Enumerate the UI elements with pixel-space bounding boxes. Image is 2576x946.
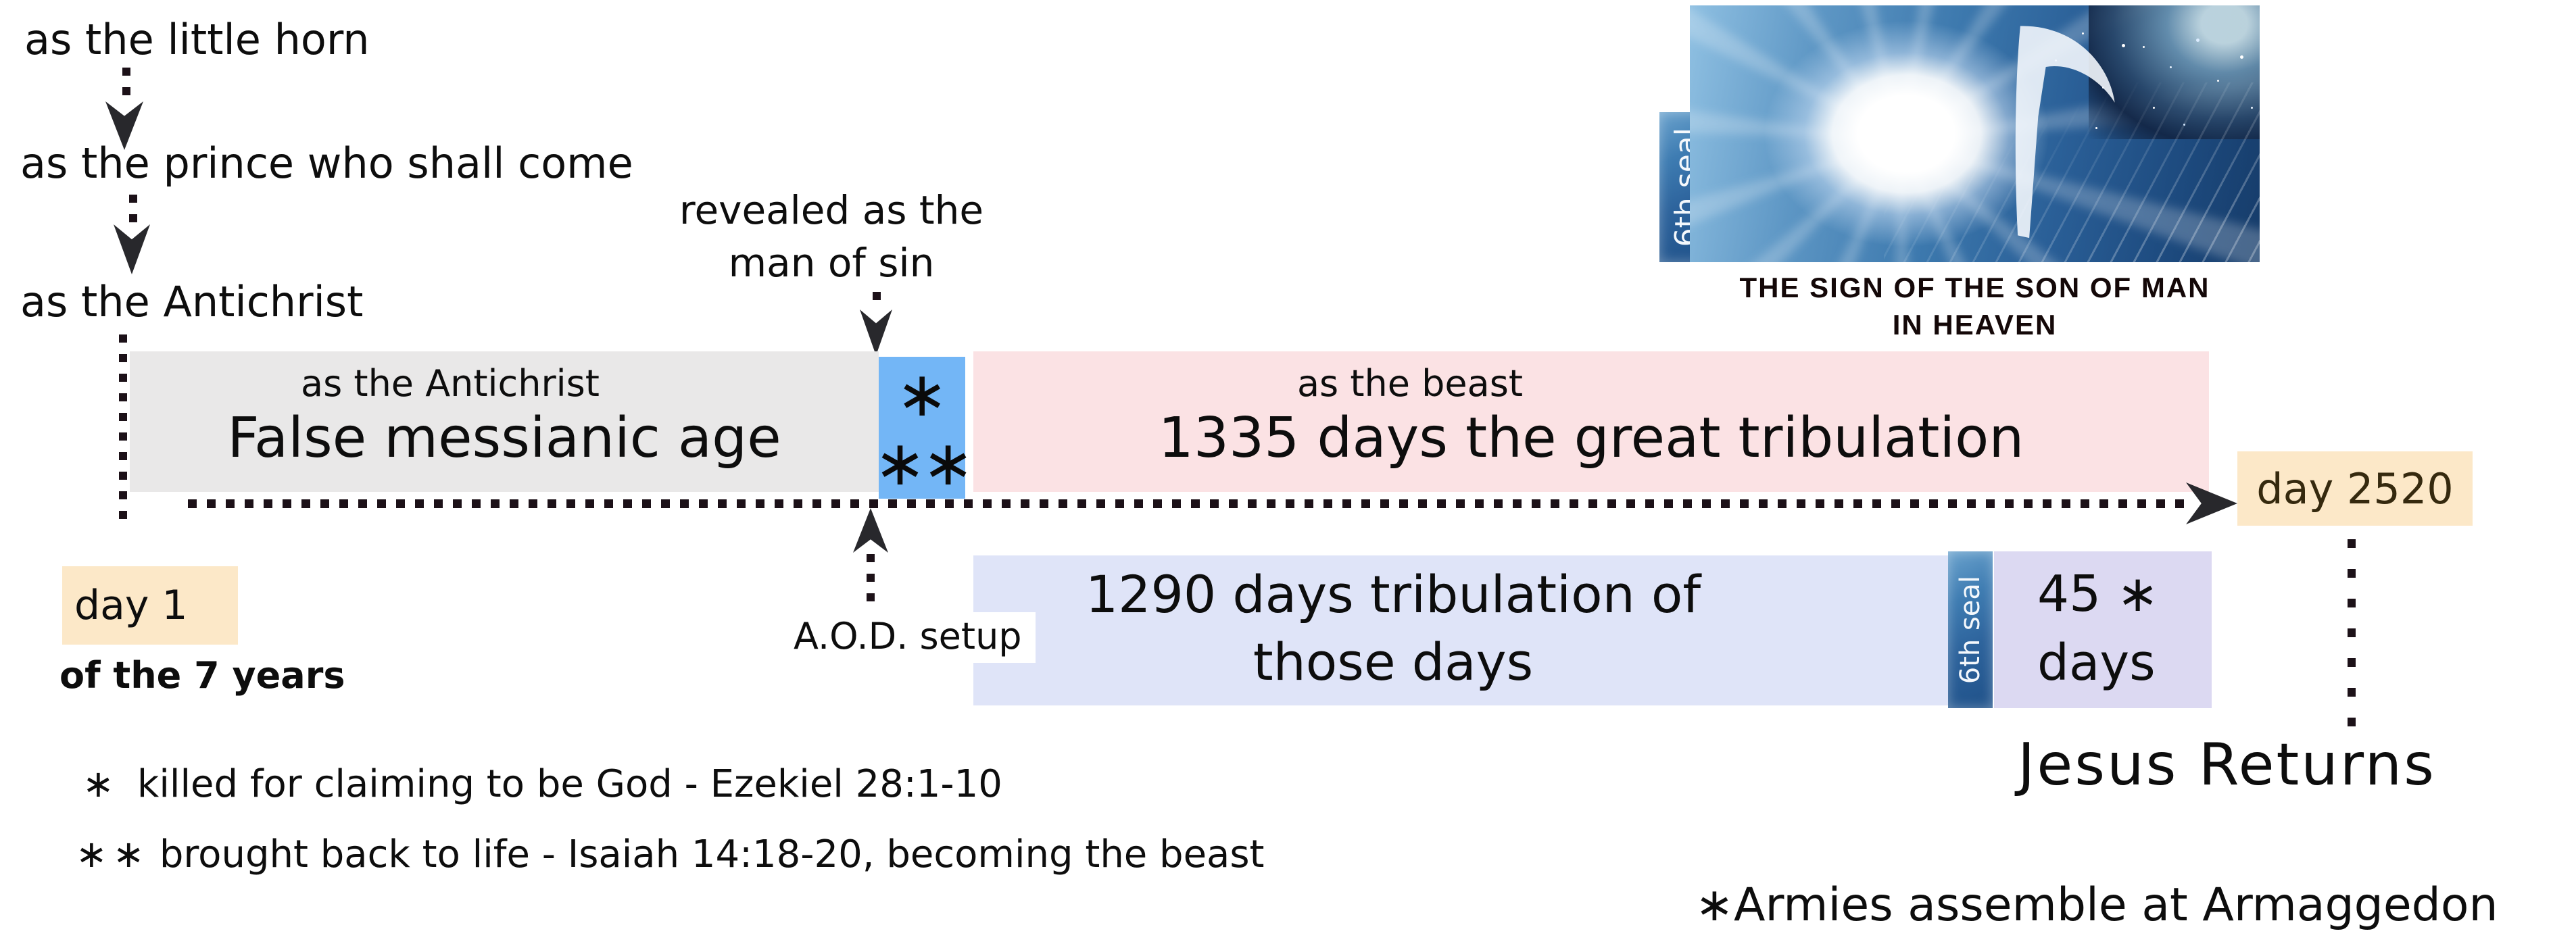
day1-label: day 1 — [74, 582, 188, 629]
marker-day-2520: day 2520 — [2237, 451, 2473, 526]
period-1290-days: 1290 days tribulation of those days — [973, 555, 1948, 705]
star-streaks-decor — [1883, 82, 2260, 262]
gray-box-line2: False messianic age — [227, 406, 781, 470]
period-great-tribulation: as the beast 1335 days the great tribula… — [973, 351, 2209, 492]
stars-decor — [2082, 32, 2084, 34]
period-false-messianic-age: as the Antichrist False messianic age — [130, 351, 879, 492]
blue-box-star1: ∗ — [896, 358, 948, 430]
revealed-line2: man of sin — [728, 240, 935, 286]
revealed-line1: revealed as the — [679, 187, 984, 233]
box1290-line2: those days — [1253, 632, 1534, 692]
footnote1-star: ∗ — [82, 762, 120, 806]
label-of-the-7-years: of the 7 years — [59, 654, 345, 697]
box45-line2: days — [2037, 634, 2156, 692]
footnote2-star: ∗∗ — [76, 832, 150, 876]
blue-box-star2: ∗∗ — [873, 427, 974, 499]
pink-box-line2: 1335 days the great tribulation — [1158, 406, 2024, 470]
period-45-days: 45 ∗ days — [1994, 551, 2212, 708]
light-glow-decor — [1758, 10, 2055, 257]
label-antichrist: as the Antichrist — [20, 277, 364, 326]
footnote3-star: ∗ — [1695, 878, 1734, 932]
day1-dotted-line — [119, 334, 127, 527]
marker-day-1: day 1 — [62, 566, 238, 645]
label-revealed-man-of-sin: revealed as the man of sin — [635, 184, 1027, 289]
scythe-icon — [2016, 26, 2115, 238]
day2520-label: day 2520 — [2256, 464, 2454, 514]
aod-arrow-tail — [867, 554, 875, 604]
arrow-right-icon — [2186, 482, 2237, 524]
footnote2-text: brought back to life - Isaiah 14:18-20, … — [159, 832, 1265, 876]
footnote3-text: Armies assemble at Armaggedon — [1733, 878, 2498, 932]
sixth-seal-label: 6th seal — [1955, 575, 1986, 684]
arrow-dotted-tail-2 — [129, 195, 137, 227]
footnote1-text: killed for claiming to be God - Ezekiel … — [137, 762, 1002, 806]
label-aod-setup: A.O.D. setup — [791, 612, 1036, 663]
arrow-up-icon — [853, 508, 888, 553]
label-jesus-returns: Jesus Returns — [2018, 731, 2436, 799]
day2520-dotted-line — [2348, 539, 2356, 738]
footnote-killed: ∗ killed for claiming to be God - Ezekiel… — [82, 762, 1002, 806]
photo-caption: THE SIGN OF THE SON OF MAN IN HEAVEN — [1690, 269, 2260, 343]
box1290-line1: 1290 days tribulation of — [1085, 564, 1701, 624]
label-little-horn: as the little horn — [24, 15, 370, 64]
arrow-down-icon — [860, 309, 892, 355]
footnote-armies: ∗Armies assemble at Armaggedon — [1695, 878, 2498, 932]
arrow-dotted-tail-1 — [122, 68, 130, 104]
caption-line1: THE SIGN OF THE SON OF MAN — [1739, 272, 2210, 303]
revealed-arrow-tail — [873, 292, 881, 308]
footnote-brought-back: ∗∗ brought back to life - Isaiah 14:18-20… — [76, 832, 1265, 876]
arrow-down-icon — [114, 224, 150, 274]
son-of-man-photo — [1690, 5, 2260, 262]
nebula-decor — [2089, 5, 2260, 139]
gray-box-line1: as the Antichrist — [301, 362, 600, 405]
timeline-dotted-axis — [188, 499, 2187, 508]
label-prince: as the prince who shall come — [20, 139, 633, 188]
caption-line2: IN HEAVEN — [1892, 309, 2058, 341]
pink-box-line1: as the beast — [1296, 362, 1524, 405]
box45-line1: 45 ∗ — [2037, 565, 2159, 623]
marker-death-resurrection: ∗ ∗∗ — [874, 357, 974, 499]
sixth-seal-strip: 6th seal — [1948, 551, 1993, 708]
